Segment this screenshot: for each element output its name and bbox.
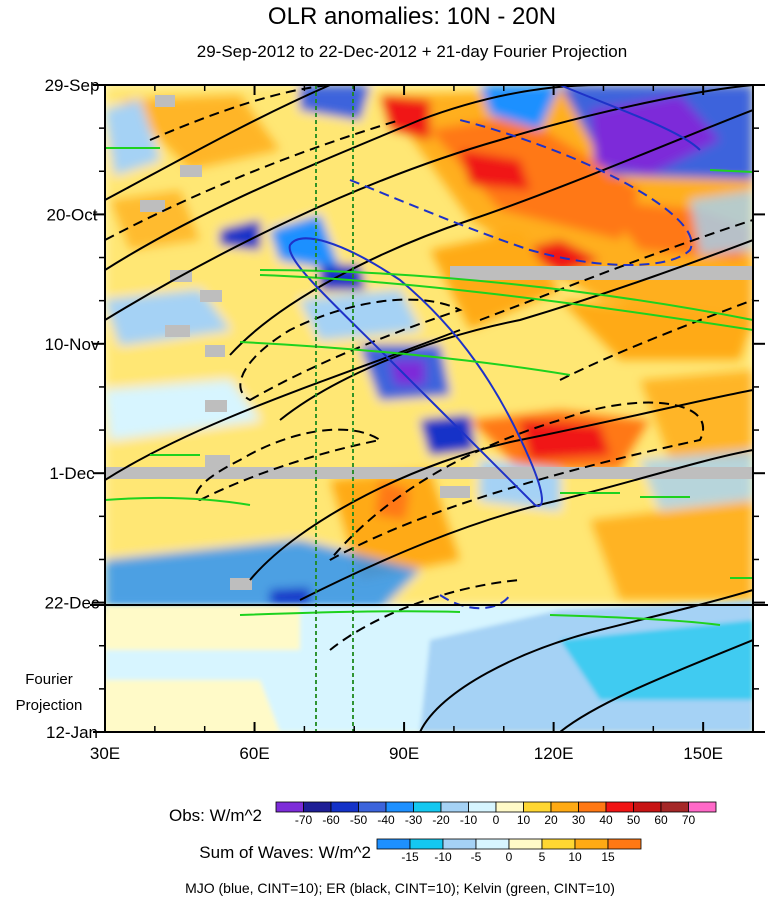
colorbar-tick-label: -40 bbox=[377, 813, 395, 827]
er-contours bbox=[105, 85, 753, 732]
x-axis: 30E 60E 90E 120E 150E bbox=[90, 85, 723, 763]
colorbar-swatch bbox=[385, 801, 414, 813]
kelvin-contours bbox=[105, 147, 753, 626]
contour-legend: MJO (blue, CINT=10); ER (black, CINT=10)… bbox=[185, 880, 615, 896]
colorbar-swatch bbox=[578, 801, 607, 813]
colorbar-tick-label: -15 bbox=[401, 850, 419, 864]
colorbar-tick-label: -10 bbox=[434, 850, 452, 864]
colorbar-tick-label: 60 bbox=[654, 813, 668, 827]
y-tick-label: 22-Dec bbox=[45, 594, 100, 613]
colorbar-swatch bbox=[660, 801, 689, 813]
mjo-contours bbox=[288, 85, 701, 507]
waves-shading bbox=[105, 600, 753, 732]
colorbar-tick-label: 30 bbox=[572, 813, 586, 827]
colorbar-tick-label: -70 bbox=[295, 813, 313, 827]
y-tick-label: 1-Dec bbox=[49, 464, 95, 483]
y-tick-label: 10-Nov bbox=[45, 335, 100, 354]
colorbar-swatch bbox=[442, 838, 477, 850]
colorbar-swatch bbox=[688, 801, 717, 813]
chart-subtitle: 29-Sep-2012 to 22-Dec-2012 + 21-day Four… bbox=[197, 42, 627, 61]
y-tick-label: 20-Oct bbox=[46, 205, 97, 224]
colorbar-swatch bbox=[376, 838, 411, 850]
colorbar-swatch bbox=[440, 801, 469, 813]
colorbar-tick-label: 10 bbox=[517, 813, 531, 827]
colorbar-tick-label: -5 bbox=[471, 850, 482, 864]
obs-colorbar-label: Obs: W/m^2 bbox=[169, 806, 262, 825]
colorbar-swatch bbox=[508, 838, 543, 850]
projection-label-line1: Fourier bbox=[25, 671, 73, 688]
colorbar-swatch bbox=[550, 801, 579, 813]
x-tick-label: 30E bbox=[90, 744, 120, 763]
colorbar-tick-label: -60 bbox=[322, 813, 340, 827]
y-tick-label: 12-Jan bbox=[46, 723, 98, 742]
x-tick-label: 60E bbox=[239, 744, 269, 763]
colorbar-tick-label: 50 bbox=[627, 813, 641, 827]
x-tick-label: 90E bbox=[389, 744, 419, 763]
colorbar-swatch bbox=[475, 838, 510, 850]
colorbar-tick-label: 10 bbox=[568, 850, 582, 864]
colorbar-swatch bbox=[330, 801, 359, 813]
colorbar-swatch bbox=[275, 801, 304, 813]
colorbar-tick-label: -10 bbox=[460, 813, 478, 827]
colorbar-tick-label: -30 bbox=[405, 813, 423, 827]
colorbar-swatch bbox=[413, 801, 442, 813]
colorbar-swatch bbox=[574, 838, 609, 850]
colorbar-tick-label: 0 bbox=[506, 850, 513, 864]
colorbar-swatch bbox=[409, 838, 444, 850]
colorbar-swatch bbox=[605, 801, 634, 813]
colorbar-tick-label: 70 bbox=[682, 813, 696, 827]
colorbar-tick-label: 20 bbox=[544, 813, 558, 827]
chart-title: OLR anomalies: 10N - 20N bbox=[268, 3, 556, 30]
colorbar-tick-label: 0 bbox=[493, 813, 500, 827]
projection-label-line2: Projection bbox=[16, 697, 83, 714]
x-tick-label: 120E bbox=[534, 744, 574, 763]
colorbar-tick-label: -50 bbox=[350, 813, 368, 827]
colorbar-swatch bbox=[541, 838, 576, 850]
mjo-contours-negative bbox=[349, 119, 693, 610]
colorbar-swatch bbox=[607, 838, 642, 850]
colorbar-swatch bbox=[468, 801, 497, 813]
plot-field bbox=[105, 85, 753, 732]
colorbar-swatch bbox=[495, 801, 524, 813]
colorbar-tick-label: 40 bbox=[599, 813, 613, 827]
colorbar-swatch bbox=[523, 801, 552, 813]
y-tick-label: 29-Sep bbox=[45, 76, 100, 95]
waves-colorbar: -15 -10 -5 0 5 10 15 bbox=[376, 838, 642, 864]
colorbar-tick-label: -20 bbox=[432, 813, 450, 827]
colorbar-tick-label: 15 bbox=[601, 850, 615, 864]
colorbar-swatch bbox=[633, 801, 662, 813]
er-contours-negative bbox=[105, 85, 753, 651]
plot-frame bbox=[104, 84, 754, 733]
waves-colorbar-label: Sum of Waves: W/m^2 bbox=[199, 843, 371, 862]
colorbar-swatch bbox=[358, 801, 387, 813]
x-tick-label: 150E bbox=[683, 744, 723, 763]
obs-colorbar: -70 -60 -50 -40 -30 -20 -10 0 10 20 30 40 50 60 70 bbox=[275, 801, 717, 827]
y-axis: 29-Sep 20-Oct 10-Nov 1-Dec 22-Dec 12-Jan bbox=[45, 76, 765, 742]
colorbar-swatch bbox=[303, 801, 332, 813]
colorbar-tick-label: 5 bbox=[539, 850, 546, 864]
